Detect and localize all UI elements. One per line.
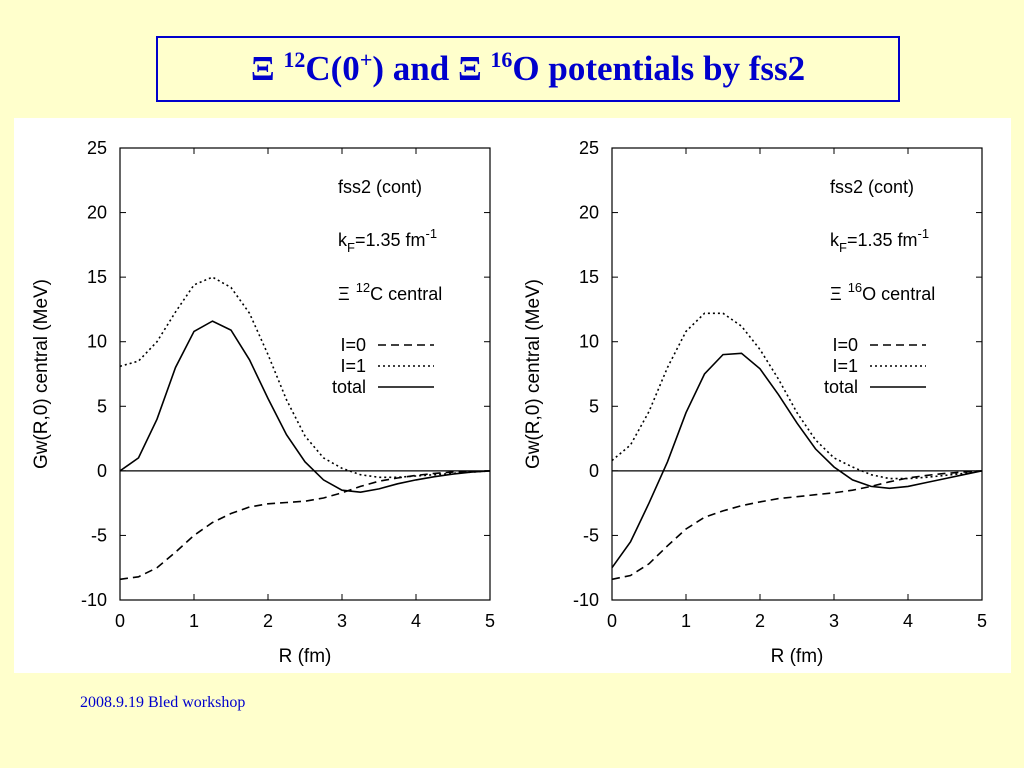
model-label: fss2 (cont) — [338, 177, 422, 197]
y-tick-label: 25 — [579, 138, 599, 158]
y-tick-label: -10 — [81, 590, 107, 610]
plot-area: 0 1 2 3 4 5 -10 -5 0 5 10 15 20 25 R (fm) Gw(R,0) centr… — [14, 118, 1011, 673]
plot-frame — [611, 147, 983, 601]
series-line-i-1 — [611, 312, 983, 480]
fermi-momentum-label: kF=1.35 fm-1 — [830, 226, 929, 255]
system-label: Ξ 16O central — [830, 280, 935, 304]
model-label: fss2 (cont) — [830, 177, 914, 197]
chart-2: 0 1 2 3 4 5 -10 -5 0 5 10 15 20 25 R (fm) Gw(R,0) centr… — [523, 138, 987, 667]
system-xi: Ξ — [338, 284, 350, 304]
legend-label: I=1 — [832, 356, 858, 376]
series-line-total — [611, 352, 983, 569]
x-tick-label: 0 — [607, 611, 617, 631]
y-tick-label: 10 — [579, 332, 599, 352]
y-tick-label: 0 — [97, 461, 107, 481]
y-tick-label: 20 — [87, 203, 107, 223]
title-sup-plus: + — [359, 47, 373, 72]
x-tick-label: 4 — [903, 611, 913, 631]
series-line-i-0 — [119, 470, 491, 581]
y-axis-label: Gw(R,0) central (MeV) — [31, 279, 52, 469]
fermi-kf_val: =1.35 fm — [355, 230, 426, 250]
legend-label: I=0 — [832, 335, 858, 355]
y-tick-label: 10 — [87, 332, 107, 352]
x-axis-label: R (fm) — [771, 646, 824, 667]
fermi-kf_k: k — [338, 230, 348, 250]
x-tick-label: 2 — [263, 611, 273, 631]
title-part-3: O potentials by fss2 — [512, 49, 806, 88]
x-tick-label: 3 — [337, 611, 347, 631]
legend-label: I=0 — [340, 335, 366, 355]
x-tick-label: 0 — [115, 611, 125, 631]
y-tick-label: 25 — [87, 138, 107, 158]
x-axis-label: R (fm) — [279, 646, 332, 667]
x-tick-label: 1 — [189, 611, 199, 631]
y-tick-label: 20 — [579, 203, 599, 223]
series-line-i-0 — [611, 470, 983, 581]
fermi-kf_sup: -1 — [426, 226, 438, 241]
title-part-1: C(0 — [305, 49, 360, 88]
x-tick-label: 5 — [977, 611, 987, 631]
fermi-kf_sub: F — [839, 240, 847, 255]
title-sup-16: 16 — [490, 47, 513, 72]
title-part-2: ) and Ξ — [372, 49, 482, 88]
series-line-i-1 — [119, 276, 491, 479]
fermi-kf_sub: F — [347, 240, 355, 255]
legend-label: total — [332, 377, 366, 397]
system-mass: 16 — [848, 280, 862, 295]
plot-frame — [119, 147, 491, 601]
x-tick-label: 4 — [411, 611, 421, 631]
title-sup-12: 12 — [283, 47, 306, 72]
y-tick-label: 5 — [589, 396, 599, 416]
y-tick-label: -10 — [573, 590, 599, 610]
system-rest: O central — [862, 284, 935, 304]
y-tick-label: 15 — [579, 267, 599, 287]
fermi-kf_k: k — [830, 230, 840, 250]
y-tick-label: 15 — [87, 267, 107, 287]
y-tick-label: -5 — [583, 525, 599, 545]
footer-text: 2008.9.19 Bled workshop — [80, 694, 246, 711]
system-mass: 12 — [356, 280, 370, 295]
system-rest: C central — [370, 284, 442, 304]
legend-label: I=1 — [340, 356, 366, 376]
system-label: Ξ 12C central — [338, 280, 442, 304]
fermi-kf_val: =1.35 fm — [847, 230, 918, 250]
y-tick-label: 0 — [589, 461, 599, 481]
legend-label: total — [824, 377, 858, 397]
fermi-momentum-label: kF=1.35 fm-1 — [338, 226, 437, 255]
slide-title: Ξ 12C(0+) and Ξ 16O potentials by fss2 — [156, 36, 900, 102]
x-tick-label: 5 — [485, 611, 495, 631]
y-tick-label: 5 — [97, 396, 107, 416]
title-xi-1: Ξ — [250, 49, 275, 88]
fermi-kf_sup: -1 — [918, 226, 930, 241]
x-tick-label: 1 — [681, 611, 691, 631]
y-tick-label: -5 — [91, 525, 107, 545]
x-tick-label: 3 — [829, 611, 839, 631]
y-axis-label: Gw(R,0) central (MeV) — [523, 279, 544, 469]
series-line-total — [119, 320, 491, 494]
system-xi: Ξ — [830, 284, 842, 304]
x-tick-label: 2 — [755, 611, 765, 631]
